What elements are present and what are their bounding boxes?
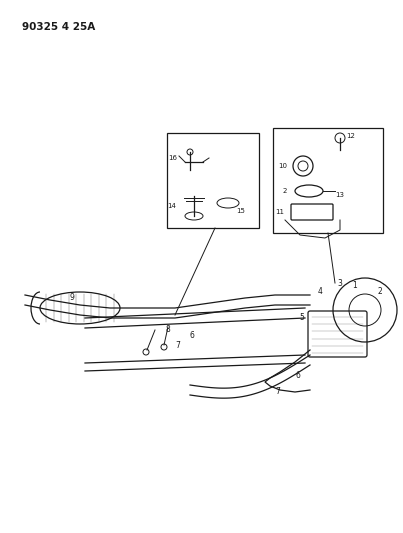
Text: 2: 2 <box>378 287 382 296</box>
Bar <box>167 133 259 228</box>
Text: 9: 9 <box>70 294 75 303</box>
Text: 3: 3 <box>338 279 343 287</box>
Text: 11: 11 <box>275 209 284 215</box>
Text: 6: 6 <box>190 330 195 340</box>
Text: 90325 4 25A: 90325 4 25A <box>22 22 95 32</box>
Text: 7: 7 <box>275 387 280 397</box>
Text: 5: 5 <box>299 313 304 322</box>
Text: 16: 16 <box>168 155 177 161</box>
Text: 15: 15 <box>236 208 245 214</box>
Text: 12: 12 <box>346 133 355 139</box>
Text: 1: 1 <box>353 280 357 289</box>
Text: 4: 4 <box>318 287 322 295</box>
Text: 14: 14 <box>167 203 176 209</box>
Text: 2: 2 <box>283 188 287 194</box>
Text: 6: 6 <box>295 370 300 379</box>
Text: 13: 13 <box>335 192 344 198</box>
Text: 8: 8 <box>165 326 170 335</box>
Text: 7: 7 <box>175 341 180 350</box>
Bar <box>273 128 383 233</box>
Text: 10: 10 <box>278 163 287 169</box>
